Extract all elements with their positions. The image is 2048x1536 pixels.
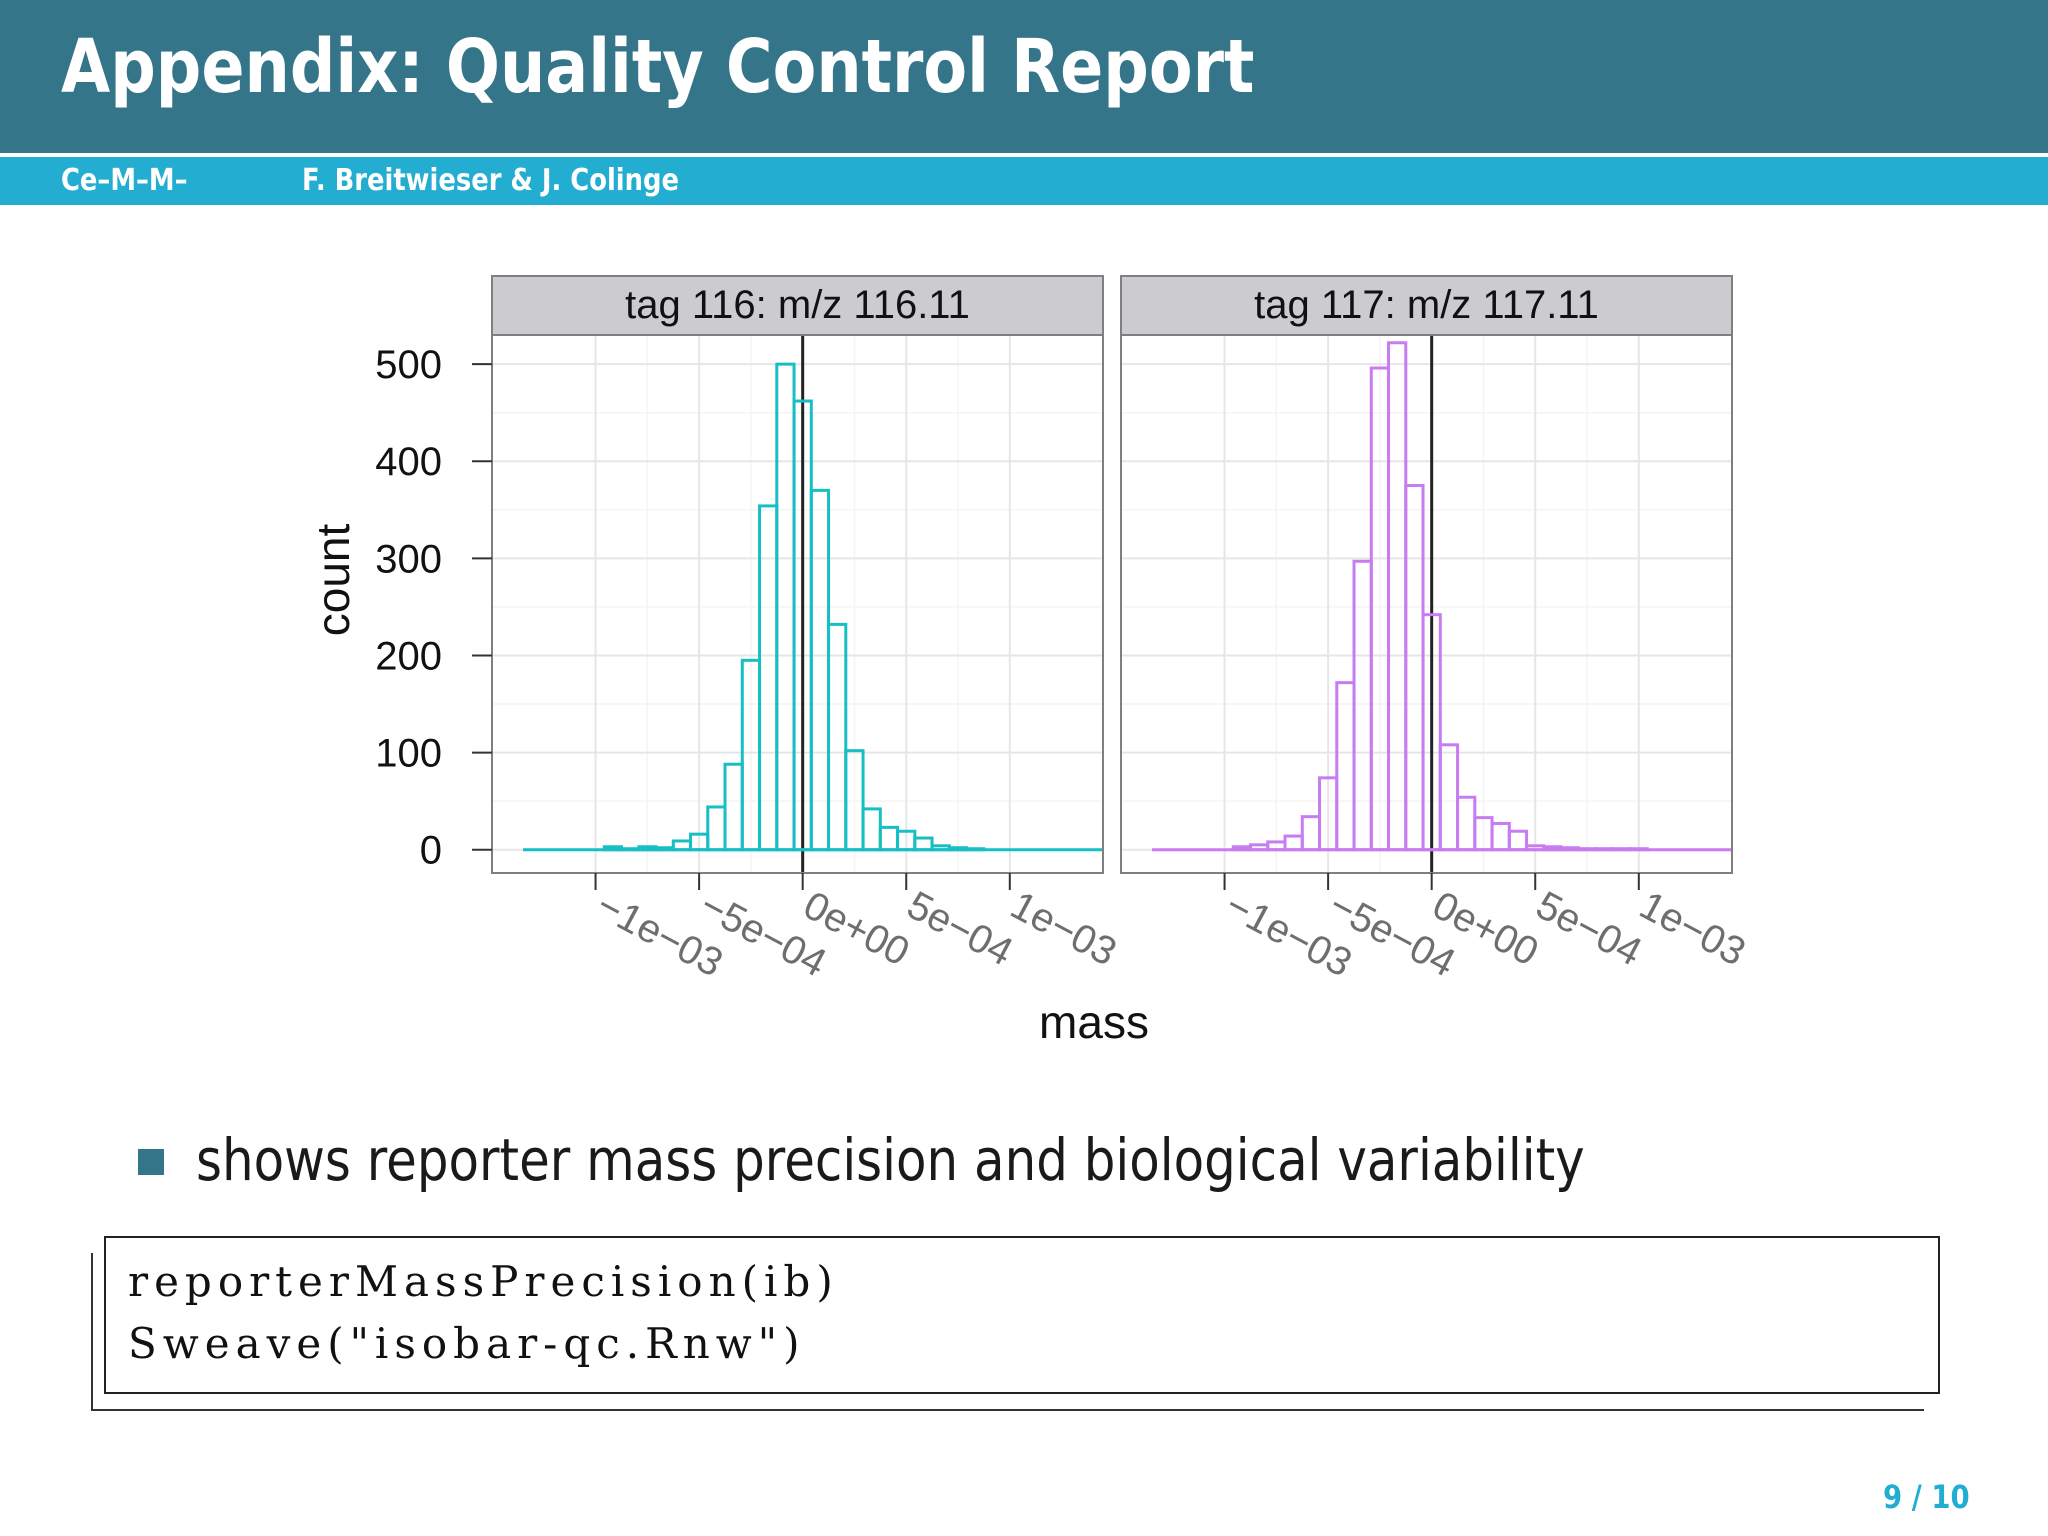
slide-title: Appendix: Quality Control Report: [61, 24, 1255, 110]
page-number: 9 / 10: [1883, 1478, 1970, 1516]
x-tick-label: 1e−03: [1004, 883, 1124, 975]
y-tick-label: 300: [375, 537, 442, 581]
panel-background: [492, 335, 1103, 873]
y-tick-label: 200: [375, 634, 442, 678]
title-divider: [0, 153, 2048, 157]
y-tick-label: 400: [375, 440, 442, 484]
x-tick-label: 5e−04: [900, 883, 1020, 975]
histogram-bar: [965, 847, 986, 852]
x-axis-label: mass: [1039, 996, 1149, 1048]
histogram-bar: [827, 622, 848, 852]
histogram-bar: [1628, 847, 1649, 852]
y-tick-label: 500: [375, 343, 442, 387]
panel-background: [1121, 335, 1732, 873]
x-tick-label: 1e−03: [1633, 883, 1753, 975]
histogram-bar: [620, 847, 641, 852]
histogram-bar: [1559, 846, 1580, 852]
histogram-bar: [1611, 847, 1632, 852]
facet-strip: [491, 275, 1104, 336]
histogram-bar: [1542, 845, 1563, 852]
y-tick-label: 100: [375, 732, 442, 776]
histogram-chart: tag 116: m/z 116.11−1e−03−5e−040e+005e−0…: [307, 275, 1753, 1048]
histogram-bar: [844, 749, 865, 852]
histogram-bar: [1576, 847, 1598, 852]
y-tick-label: 0: [420, 829, 442, 873]
code-line-2: Sweave("isobar-qc.Rnw"): [128, 1319, 806, 1368]
histogram-bar: [1594, 847, 1615, 852]
authors-label: F. Breitwieser & J. Colinge: [302, 163, 679, 198]
histogram-bar: [654, 846, 675, 852]
bullet-marker: [138, 1149, 164, 1175]
histogram-bar: [1231, 845, 1253, 852]
histogram-bar: [947, 846, 969, 852]
histogram-bar: [1421, 613, 1442, 852]
histogram-bar: [1507, 829, 1529, 852]
code-shadow-left: [91, 1253, 93, 1411]
histogram-bar: [913, 836, 934, 852]
title-bar: Appendix: Quality Control Report: [0, 0, 2048, 153]
facet-strip: [1120, 275, 1733, 336]
histogram-bar: [637, 845, 658, 852]
subtitle-bar: Ce–M–M– F. Breitwieser & J. Colinge: [0, 157, 2048, 205]
x-tick-label: 5e−04: [1529, 883, 1649, 975]
code-block: reporterMassPrecision(ib) Sweave("isobar…: [104, 1236, 1940, 1394]
facet-label: tag 117: m/z 117.11: [1254, 283, 1599, 327]
histogram-bar: [602, 845, 624, 852]
code-shadow-bottom: [91, 1409, 1924, 1411]
bullet-text: shows reporter mass precision and biolog…: [196, 1126, 1585, 1194]
code-line-1: reporterMassPrecision(ib): [128, 1257, 839, 1306]
institute-label: Ce–M–M–: [61, 163, 188, 198]
y-axis-label: count: [307, 524, 359, 637]
facet-label: tag 116: m/z 116.11: [625, 283, 970, 327]
